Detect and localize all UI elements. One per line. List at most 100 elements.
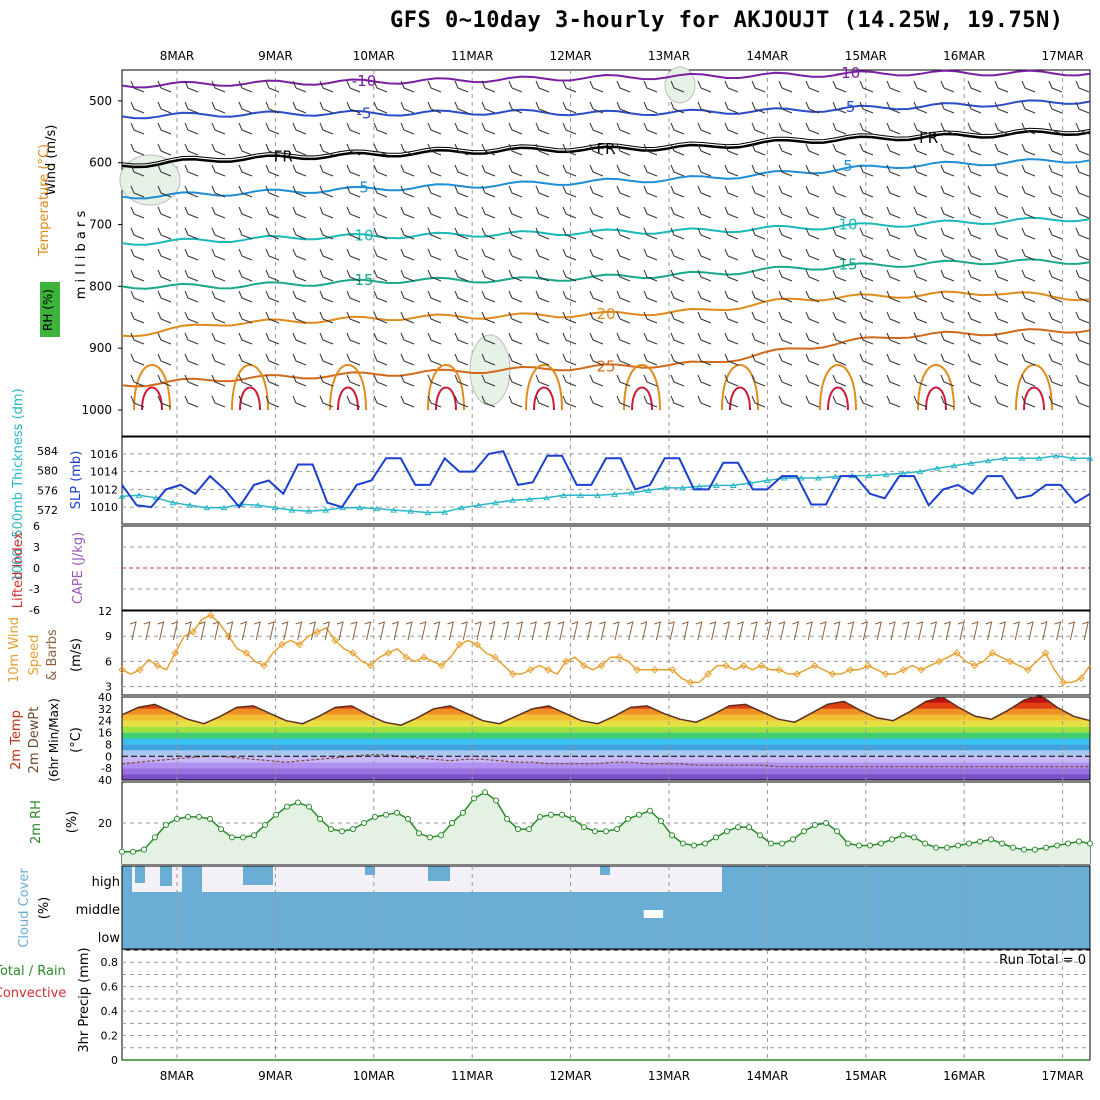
upper-wind-barb bbox=[481, 122, 496, 135]
wind10-point bbox=[153, 661, 162, 670]
upper-wind-barb bbox=[238, 311, 253, 324]
upper-wind-barb bbox=[535, 227, 550, 240]
rh2m-point bbox=[559, 811, 565, 818]
thickness-point bbox=[865, 472, 873, 479]
upper-wind-barb bbox=[616, 122, 631, 135]
wind10-point bbox=[615, 653, 624, 661]
wind10-barb bbox=[502, 621, 510, 641]
wind10-barb bbox=[254, 621, 261, 641]
upper-wind-barb bbox=[265, 311, 280, 324]
rh2m-point bbox=[493, 797, 499, 804]
rh2m-point bbox=[1065, 840, 1071, 847]
rh2m-point bbox=[592, 828, 598, 835]
upper-wind-barb bbox=[346, 227, 361, 240]
upper-wind-barb bbox=[508, 374, 523, 387]
chart-title: GFS 0~10day 3-hourly for AKJOUJT (14.25W… bbox=[390, 8, 1064, 33]
thickness-point bbox=[1052, 452, 1060, 459]
upper-wind-barb bbox=[967, 185, 982, 198]
wind10-tick: 9 bbox=[105, 630, 112, 643]
upper-wind-barb bbox=[859, 122, 874, 135]
upper-wind-barb bbox=[211, 290, 226, 303]
thickness-point bbox=[543, 494, 550, 501]
upper-wind-barb bbox=[454, 164, 469, 177]
upper-wind-barb bbox=[967, 206, 982, 219]
upper-wind-barb bbox=[211, 374, 226, 387]
upper-wind-barb bbox=[616, 248, 631, 261]
label-precip: 3hr Precip (mm) bbox=[77, 947, 92, 1052]
upper-wind-barb bbox=[1021, 374, 1036, 387]
upper-wind-barb bbox=[265, 143, 280, 156]
upper-wind-barb bbox=[616, 185, 631, 198]
upper-wind-barb bbox=[454, 353, 469, 366]
upper-wind-barb bbox=[832, 227, 847, 240]
upper-wind-barb bbox=[940, 248, 955, 261]
upper-wind-barb bbox=[940, 80, 955, 93]
upper-wind-barb bbox=[130, 227, 145, 240]
upper-wind-barb bbox=[454, 248, 469, 261]
upper-wind-barb bbox=[643, 353, 658, 366]
rh2m-point bbox=[218, 826, 224, 833]
upper-wind-barb bbox=[643, 185, 658, 198]
upper-wind-barb bbox=[886, 101, 901, 114]
upper-wind-barb bbox=[832, 353, 847, 366]
rh2m-point bbox=[944, 844, 950, 851]
upper-wind-barb bbox=[832, 269, 847, 282]
rh2m-point bbox=[834, 828, 840, 835]
thickness-point bbox=[763, 477, 771, 483]
upper-wind-barb bbox=[1075, 353, 1090, 366]
upper-wind-barb bbox=[508, 143, 523, 156]
upper-wind-barb bbox=[454, 269, 469, 282]
wind10-point bbox=[899, 666, 908, 674]
upper-wind-barb bbox=[805, 311, 820, 324]
upper-wind-barb bbox=[805, 164, 820, 177]
upper-wind-barb bbox=[589, 206, 604, 219]
hot-loop bbox=[337, 386, 359, 411]
upper-wind-barb bbox=[292, 185, 307, 198]
upper-wind-barb bbox=[454, 101, 469, 114]
upper-wind-barb bbox=[1048, 353, 1063, 366]
upper-wind-barb bbox=[346, 122, 361, 135]
upper-wind-barb bbox=[562, 395, 577, 408]
upper-wind-barb bbox=[427, 290, 442, 303]
upper-wind-barb bbox=[292, 206, 307, 219]
upper-wind-barb bbox=[1021, 122, 1036, 135]
upper-wind-barb bbox=[265, 227, 280, 240]
hot-loop bbox=[141, 386, 163, 411]
cloud-middle-label: middle bbox=[76, 903, 120, 918]
upper-wind-barb bbox=[373, 227, 388, 240]
upper-wind-barb bbox=[157, 227, 172, 240]
upper-wind-barb bbox=[805, 248, 820, 261]
upper-wind-barb bbox=[130, 290, 145, 303]
upper-wind-barb bbox=[886, 227, 901, 240]
upper-wind-barb bbox=[130, 80, 145, 93]
label-minmax: (6hr Min/Max) bbox=[47, 698, 61, 782]
upper-wind-barb bbox=[643, 269, 658, 282]
wind10-barb bbox=[709, 621, 717, 641]
upper-wind-barb bbox=[508, 101, 523, 114]
upper-wind-barb bbox=[994, 395, 1009, 408]
cloud-high-bar bbox=[160, 866, 172, 886]
wind10-point bbox=[136, 666, 144, 674]
upper-wind-barb bbox=[508, 206, 523, 219]
upper-wind-barb bbox=[589, 248, 604, 261]
slp-tick: 1012 bbox=[90, 483, 118, 496]
wind10-barb bbox=[971, 621, 979, 641]
upper-wind-barb bbox=[346, 164, 361, 177]
upper-wind-barb bbox=[643, 395, 658, 408]
upper-wind-barb bbox=[697, 164, 712, 177]
upper-wind-barb bbox=[535, 80, 550, 93]
contour-25 bbox=[121, 328, 1091, 388]
upper-wind-barb bbox=[832, 332, 847, 345]
li-tick: -3 bbox=[29, 583, 40, 596]
wind10-barb bbox=[792, 621, 800, 641]
upper-wind-barb bbox=[1021, 290, 1036, 303]
upper-wind-barb bbox=[562, 185, 577, 198]
precip-tick: 0.2 bbox=[101, 1030, 119, 1043]
upper-wind-barb bbox=[535, 143, 550, 156]
cloud-high-bar bbox=[365, 866, 375, 875]
wind10-point bbox=[455, 640, 464, 649]
rh2m-point bbox=[449, 820, 455, 826]
upper-wind-barb bbox=[1048, 269, 1063, 282]
upper-wind-barb bbox=[1021, 269, 1036, 282]
rh2m-point bbox=[581, 824, 587, 831]
